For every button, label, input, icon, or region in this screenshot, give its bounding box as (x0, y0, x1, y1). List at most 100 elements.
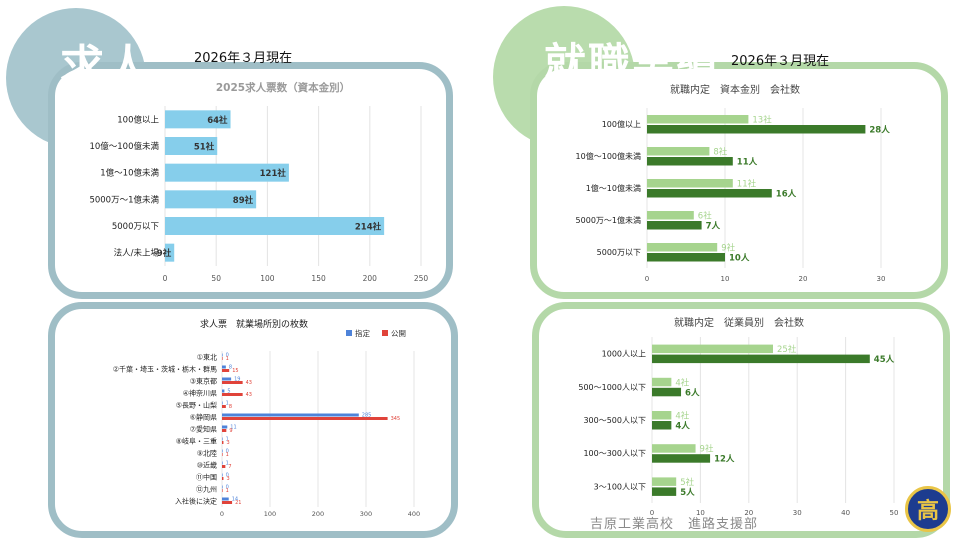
chart1-category-label: 法人/未上場 (114, 248, 160, 259)
chart4-bar-companies (652, 344, 773, 354)
chart3-bar-companies (647, 115, 749, 124)
chart2-bar-public (222, 381, 243, 384)
school-logo-label: 高 (916, 498, 939, 524)
chart1-category-label: 5000万以下 (112, 222, 160, 232)
chart3-data-label: 28人 (869, 125, 890, 136)
chart4-xtick: 50 (890, 509, 899, 517)
jobs-date: 2026年３月現在 (194, 51, 293, 66)
chart1-category-label: 1億〜10億未満 (100, 168, 159, 179)
chart2-bar-designated (222, 353, 223, 357)
chart1-xtick: 0 (163, 274, 168, 283)
chart2-bar-public (222, 501, 233, 504)
chart2-xtick: 300 (360, 510, 372, 518)
chart2-data-label: 0 (226, 353, 229, 359)
chart3-data-label: 11人 (737, 157, 758, 168)
chart2-data-label: 1 (226, 461, 229, 467)
chart4-title: 就職内定 従業員別 会社数 (674, 316, 804, 329)
chart2-bar-public (222, 465, 226, 468)
chart3-bar-people (647, 253, 725, 262)
chart2-category-label: ②千葉・埼玉・茨城・栃木・群馬 (113, 365, 217, 374)
chart1-bar (165, 190, 257, 209)
chart1-bar (165, 243, 175, 262)
chart3-category-label: 10億〜100億未満 (576, 151, 641, 161)
chart2-bar-designated (222, 497, 229, 501)
chart2-data-label: 43 (246, 380, 252, 386)
chart1-bar (165, 217, 385, 235)
chart1-data-label: 51社 (194, 142, 215, 153)
chart4-category-label: 1000人以上 (602, 350, 646, 359)
footer-school-name: 吉原工業高校 進路支援部 (590, 517, 759, 532)
chart2-category-label: 入社後に決定 (175, 497, 217, 506)
chart3-bar-people (647, 189, 772, 198)
chart3-xtick: 10 (721, 275, 730, 283)
chart4-bar-companies (652, 411, 672, 420)
chart4-data-label: 6人 (685, 387, 700, 398)
chart2-data-label: 43 (246, 392, 252, 398)
chart1-xtick: 200 (363, 274, 378, 283)
chart3-data-label: 11社 (737, 179, 757, 190)
chart2-data-label: 1 (226, 356, 229, 362)
chart2-category-label: ⑤長野・山梨 (176, 401, 217, 410)
chart2-bar-designated (222, 425, 228, 429)
panel-capital-placements (530, 62, 948, 299)
chart4-bar-people (652, 387, 682, 397)
chart4-xtick: 30 (793, 509, 802, 517)
chart4-bar-people (652, 421, 672, 430)
chart2-data-label: 5 (227, 389, 230, 395)
chart4-data-label: 12人 (714, 454, 735, 465)
chart1-title: 2025求人票数（資本金別） (216, 81, 350, 94)
chart2-bar-public (222, 489, 223, 492)
chart2-data-label: 8 (229, 365, 232, 371)
chart1-xtick: 150 (311, 274, 326, 283)
chart2-category-label: ⑥静岡県 (190, 413, 217, 422)
panel-capital-requests (48, 62, 453, 299)
chart2-legend-swatch (346, 330, 352, 336)
chart4-data-label: 9社 (700, 444, 714, 455)
chart2-category-label: ⑦愛知県 (190, 425, 217, 434)
chart2-bar-designated (222, 389, 225, 393)
chart2-data-label: 285 (362, 413, 372, 419)
chart2-category-label: ①東北 (197, 353, 217, 362)
chart4-data-label: 25社 (777, 344, 797, 355)
chart3-bar-people (647, 221, 702, 230)
chart2-data-label: 1 (226, 437, 229, 443)
chart4-data-label: 4人 (675, 421, 690, 432)
chart2-data-label: 14 (232, 497, 238, 503)
chart4-xtick: 10 (696, 509, 705, 517)
chart1-data-label: 9社 (157, 248, 172, 259)
panel-employee-placements (532, 302, 950, 538)
chart1-data-label: 121社 (260, 168, 287, 179)
chart2-category-label: ⑪中国 (196, 473, 217, 482)
chart3-data-label: 9社 (721, 243, 735, 254)
chart1-category-label: 10億〜100億未満 (89, 141, 159, 152)
chart4-bar-companies (652, 477, 677, 486)
chart2-bar-designated (222, 413, 359, 417)
chart2-xtick: 200 (312, 510, 324, 518)
chart2-bar-public (222, 369, 230, 372)
chart2-bar-designated (222, 473, 223, 477)
chart2-category-label: ⑩近畿 (197, 461, 217, 470)
chart2-data-label: 1 (226, 401, 229, 407)
chart4-data-label: 5社 (680, 477, 694, 488)
chart2-data-label: 3 (226, 440, 229, 446)
chart2-bar-designated (222, 377, 232, 381)
chart3-bar-companies (647, 243, 718, 252)
chart3-bar-companies (647, 211, 694, 220)
chart2-category-label: ⑧岐阜・三重 (176, 437, 217, 446)
chart1-bar (165, 110, 231, 129)
chart2-legend-label: 指定 (355, 328, 370, 338)
chart3-data-label: 13社 (752, 115, 772, 126)
chart1-xtick: 100 (260, 274, 275, 283)
chart3-xtick: 0 (645, 275, 649, 283)
chart2-data-label: 8 (229, 404, 232, 410)
chart2-category-label: ④神奈川県 (183, 389, 217, 398)
chart2-data-label: 3 (226, 476, 229, 482)
section-title-jobs: 求人 (60, 41, 152, 92)
chart2-data-label: 19 (234, 377, 240, 383)
chart4-data-label: 4社 (675, 411, 689, 422)
school-logo: 高 (905, 486, 951, 532)
chart2-bar-public (222, 357, 223, 360)
chart4-data-label: 5人 (680, 487, 695, 498)
chart2-xtick: 0 (220, 510, 224, 518)
chart2-data-label: 0 (226, 473, 229, 479)
